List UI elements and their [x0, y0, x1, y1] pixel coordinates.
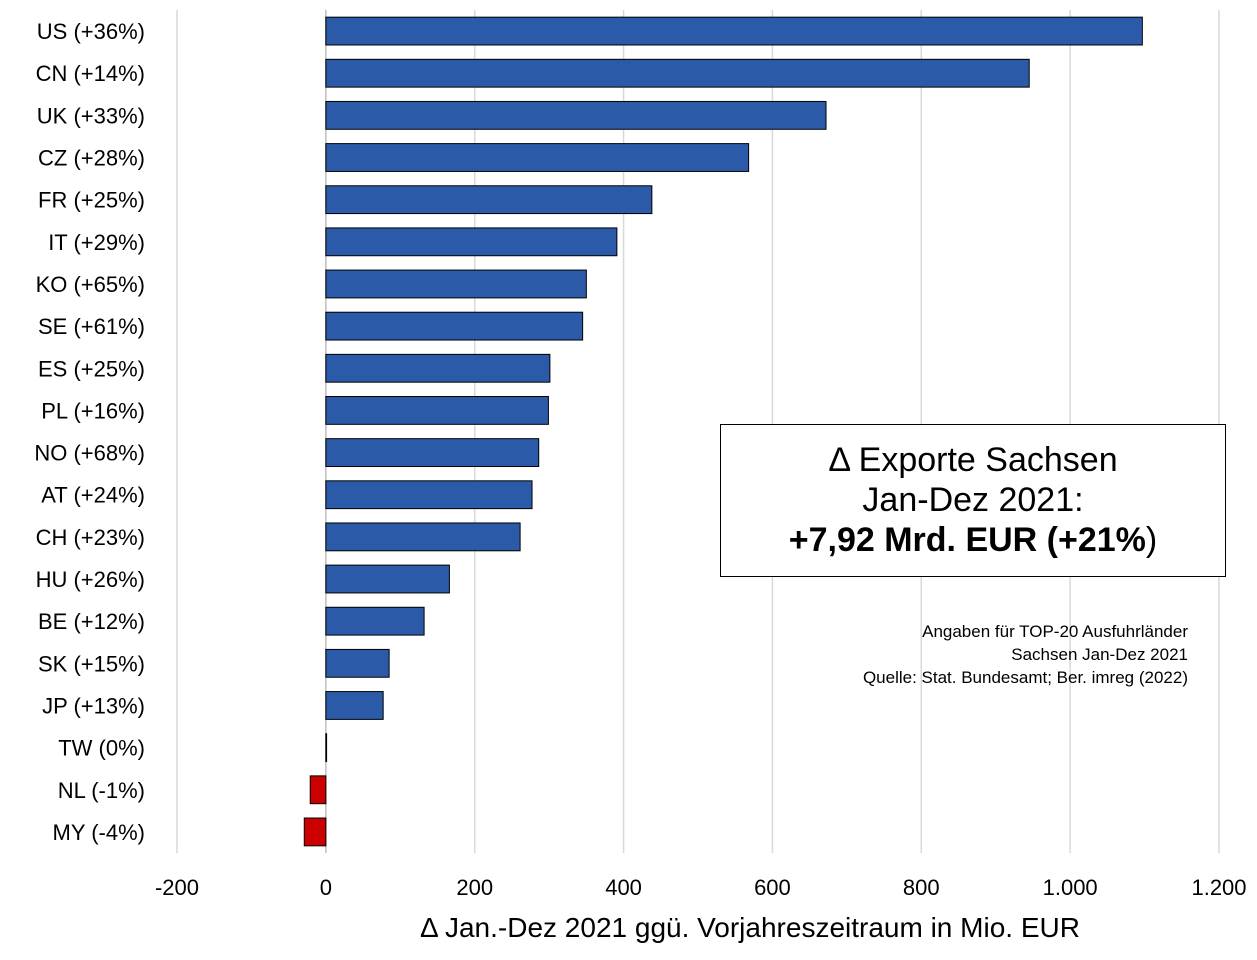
x-tick-label: 600 [754, 875, 791, 900]
x-tick-label: 400 [605, 875, 642, 900]
bar [325, 143, 750, 172]
category-label: CZ (+28%) [38, 146, 145, 171]
category-label: TW (0%) [58, 736, 145, 761]
category-label: NO (+68%) [34, 441, 145, 466]
bar [325, 522, 521, 552]
summary-total: +7,92 Mrd. EUR (+21% [788, 521, 1146, 559]
category-label: CN (+14%) [36, 61, 145, 86]
bar [325, 691, 384, 720]
source-line-2: Sachsen Jan-Dez 2021 [1011, 645, 1188, 664]
x-tick-label: 0 [320, 875, 332, 900]
x-tick-labels: -200 0 200 400 600 800 1.000 1.200 [155, 875, 1247, 900]
x-tick-label: 1.000 [1043, 875, 1098, 900]
category-label: SK (+15%) [38, 651, 145, 676]
category-label: FR (+25%) [38, 188, 145, 213]
category-label: HU (+26%) [36, 567, 145, 592]
bar [325, 606, 425, 636]
bar [325, 353, 551, 383]
bar [325, 480, 533, 510]
summary-line-2: Jan-Dez 2021: [862, 481, 1084, 519]
category-label: PL (+16%) [41, 398, 145, 423]
category-label: MY (-4%) [53, 820, 146, 845]
bar [325, 227, 618, 257]
source-line-1: Angaben für TOP-20 Ausfuhrländer [922, 622, 1188, 641]
category-label: KO (+65%) [36, 272, 145, 297]
category-label: UK (+33%) [37, 103, 145, 128]
x-tick-label: 800 [903, 875, 940, 900]
source-line-3: Quelle: Stat. Bundesamt; Ber. imreg (202… [862, 668, 1188, 687]
summary-total-end: ) [1145, 521, 1158, 559]
bar [325, 733, 328, 763]
summary-line-3: +7,92 Mrd. EUR (+21%) [721, 520, 1225, 560]
bar [325, 269, 587, 299]
bar [325, 438, 540, 467]
summary-line-1: Δ Exporte Sachsen [828, 441, 1118, 479]
bar [325, 648, 390, 678]
bar [303, 817, 327, 847]
category-label: BE (+12%) [38, 609, 145, 634]
category-label: NL (-1%) [58, 778, 145, 803]
x-axis-label: Δ Jan.-Dez 2021 ggü. Vorjahreszeitraum i… [420, 912, 1080, 943]
bars [303, 16, 1143, 847]
bar [325, 564, 450, 594]
bar [325, 100, 827, 130]
source-note: Angaben für TOP-20 Ausfuhrländer Sachsen… [863, 620, 1188, 689]
summary-box: Δ Exporte Sachsen Jan-Dez 2021: +7,92 Mr… [720, 424, 1226, 577]
x-tick-label: -200 [155, 875, 199, 900]
bar [325, 311, 584, 341]
category-label: CH (+23%) [36, 525, 145, 550]
category-label: IT (+29%) [48, 230, 145, 255]
x-tick-label: 200 [456, 875, 493, 900]
category-label: ES (+25%) [38, 356, 145, 381]
x-tick-label: 1.200 [1191, 875, 1246, 900]
category-label: JP (+13%) [42, 693, 145, 718]
bar [325, 58, 1030, 88]
category-label: AT (+24%) [41, 483, 145, 508]
category-label: SE (+61%) [38, 314, 145, 339]
bar [325, 185, 653, 215]
category-labels: US (+36%) CN (+14%) UK (+33%) CZ (+28%) FR (… [34, 19, 145, 845]
bar [325, 16, 1143, 46]
category-label: US (+36%) [37, 19, 145, 44]
bar [309, 775, 327, 805]
bar [325, 396, 549, 425]
